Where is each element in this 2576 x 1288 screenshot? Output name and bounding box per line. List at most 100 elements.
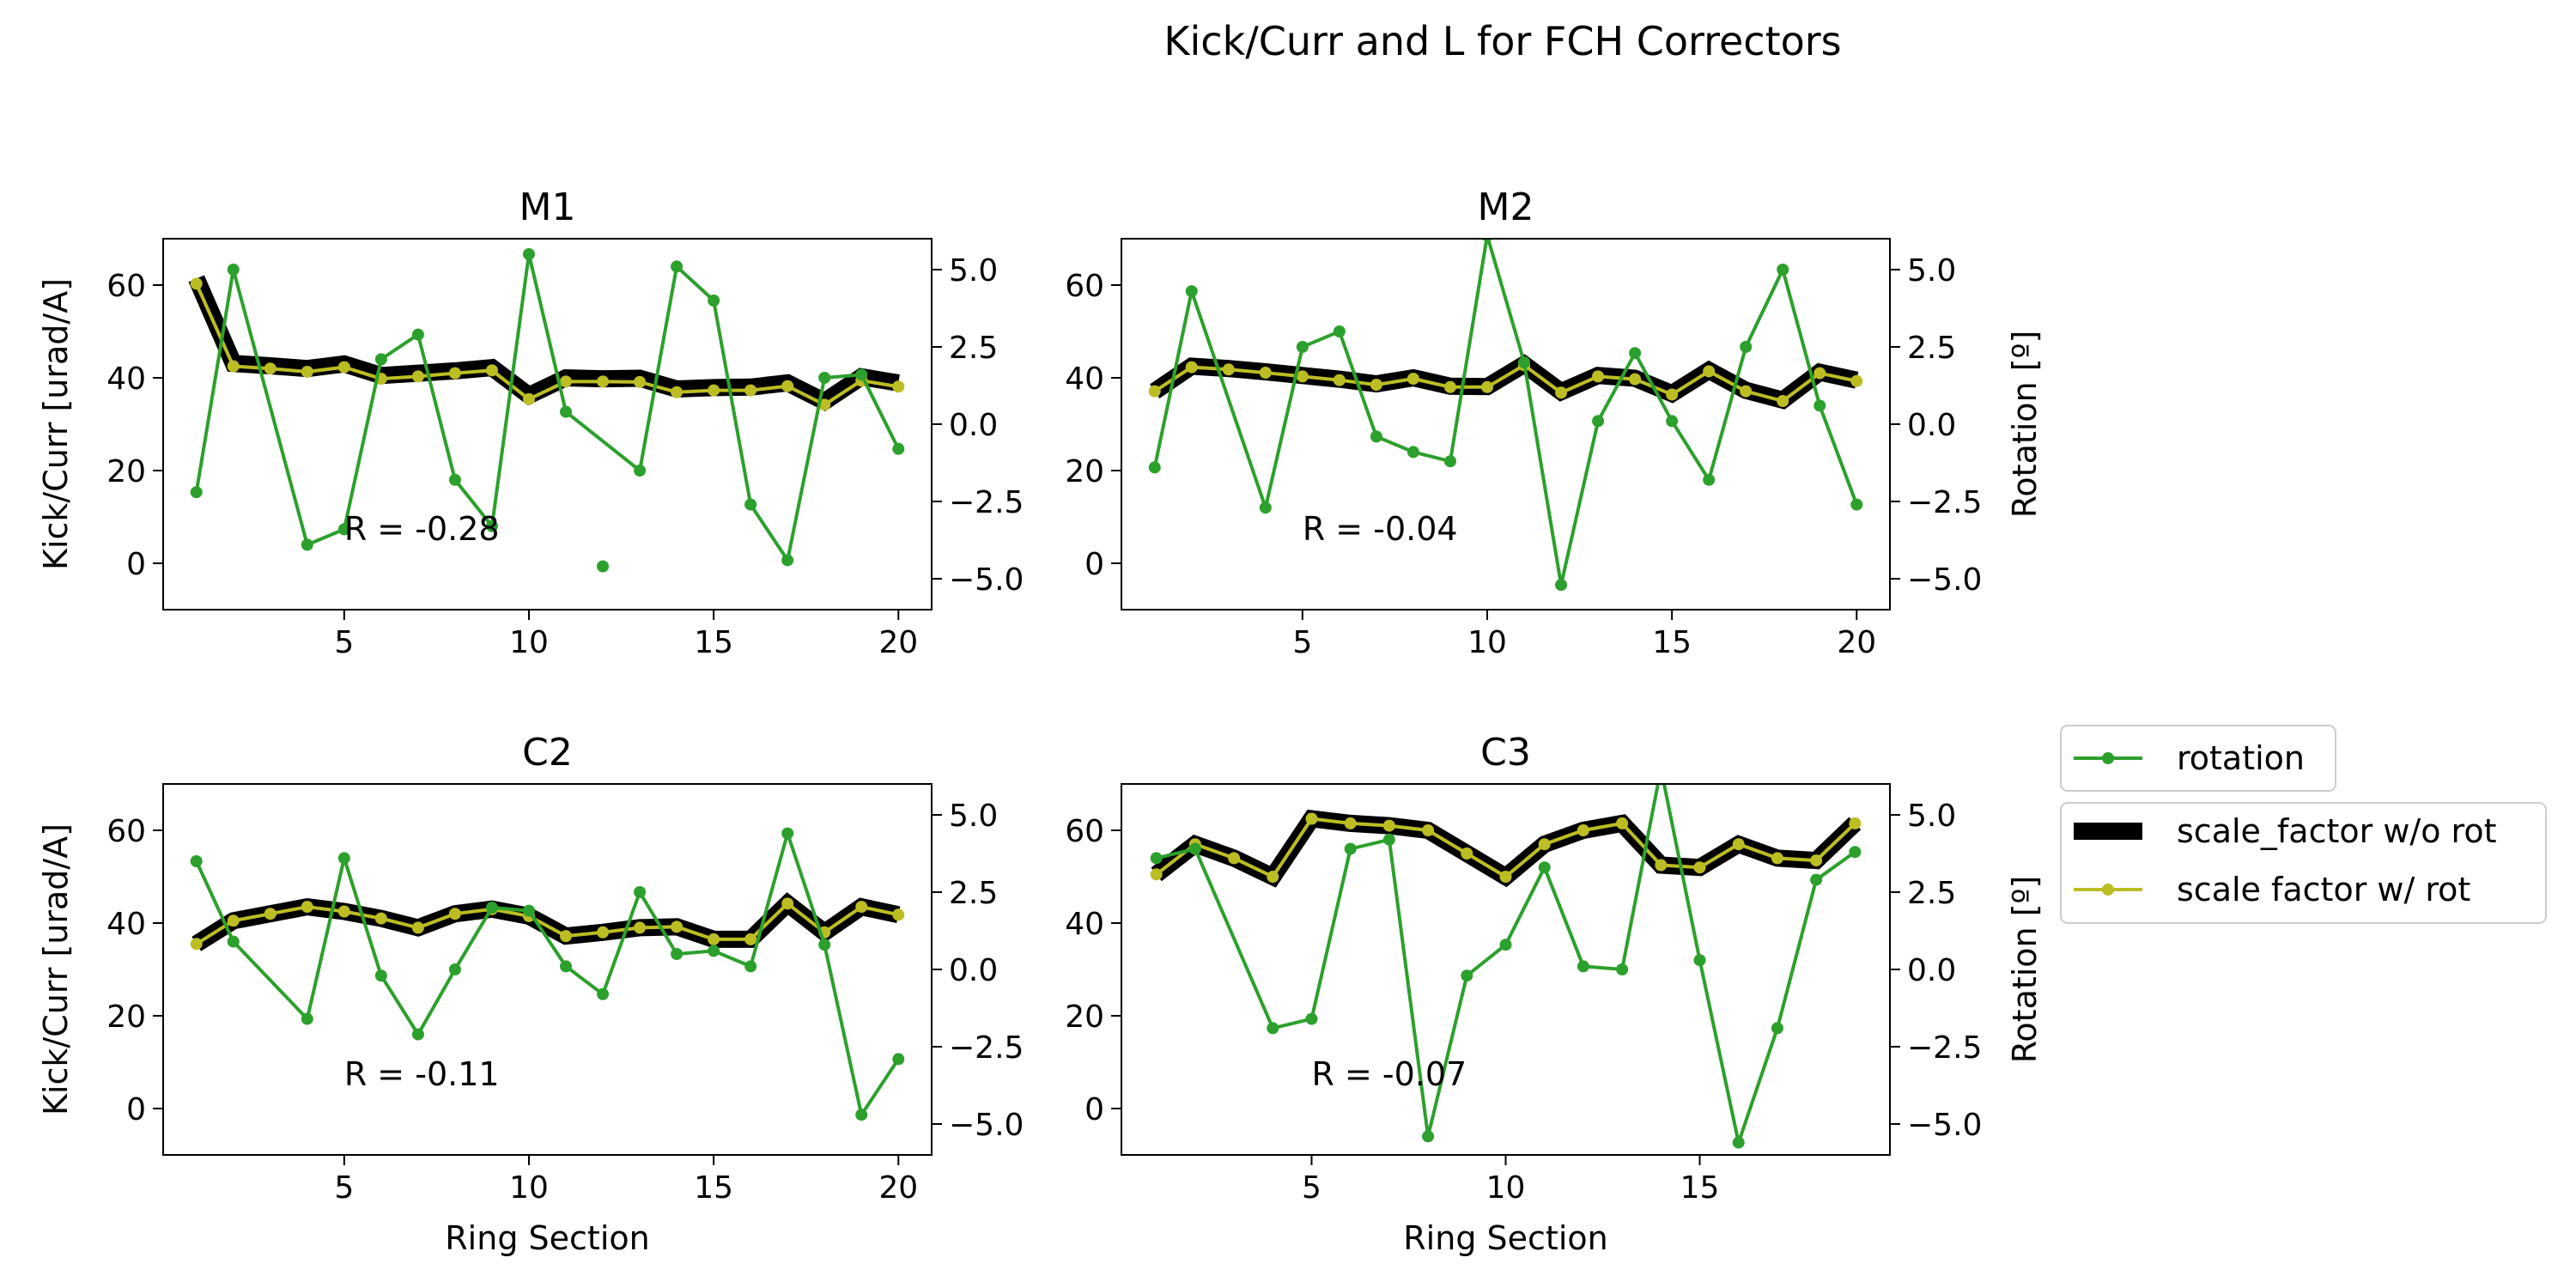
point-scale-w-rot <box>227 360 240 373</box>
point-scale-w-rot <box>1267 871 1279 883</box>
point-scale-w-rot <box>1810 854 1823 867</box>
plot-area <box>188 248 905 573</box>
point-scale-w-rot <box>1333 374 1346 386</box>
series-scale-wo-rot <box>188 275 900 412</box>
series-rotation <box>1156 784 1856 1150</box>
x-tick-label: 5 <box>334 1170 354 1206</box>
point-rotation <box>1150 852 1163 865</box>
y-right-tick-label: −5.0 <box>949 562 1024 598</box>
point-rotation <box>1422 1130 1435 1143</box>
point-rotation <box>1732 1136 1745 1149</box>
point-rotation <box>1777 264 1789 276</box>
legend: rotation scale_factor w/o rot scale fact… <box>2060 725 2547 924</box>
point-scale-w-rot <box>892 380 905 393</box>
point-rotation <box>1577 960 1589 973</box>
axes-title: M1 <box>519 185 576 229</box>
point-scale-w-rot <box>264 362 276 375</box>
point-scale-w-rot <box>1655 859 1668 872</box>
point-scale-w-rot <box>1148 385 1161 398</box>
x-tick-label: 15 <box>694 1170 733 1206</box>
point-scale-w-rot <box>1305 812 1318 825</box>
point-rotation <box>1666 415 1679 428</box>
point-rotation <box>1406 446 1419 459</box>
y-tick-label: 60 <box>1065 814 1104 849</box>
point-rotation <box>485 519 498 532</box>
point-scale-w-rot <box>1538 838 1551 851</box>
correlation-annotation: R = -0.28 <box>344 510 500 548</box>
point-rotation <box>1616 963 1629 975</box>
series-scale-w-rot <box>194 283 899 407</box>
point-rotation <box>448 473 461 486</box>
point-rotation <box>1538 861 1551 874</box>
point-rotation <box>1592 415 1605 428</box>
point-scale-w-rot <box>1666 388 1679 401</box>
x-tick-label: 15 <box>694 625 733 660</box>
point-scale-w-rot <box>190 938 203 951</box>
point-scale-w-rot <box>708 384 720 397</box>
series-rotation <box>194 253 901 565</box>
point-scale-w-rot <box>522 392 535 405</box>
point-rotation <box>411 1028 424 1041</box>
point-scale-w-rot <box>1592 370 1605 383</box>
point-scale-w-rot <box>781 380 794 392</box>
y-tick-label: 60 <box>106 269 146 304</box>
point-scale-w-rot <box>1850 374 1863 387</box>
point-scale-w-rot <box>781 897 794 910</box>
point-rotation <box>1443 455 1456 468</box>
point-rotation <box>855 1109 868 1121</box>
y-right-axis-label: Rotation [º] <box>2006 876 2044 1064</box>
series-scale-w-rot <box>195 901 899 945</box>
point-rotation <box>190 486 203 499</box>
legend-rotation-box: rotation <box>2060 725 2336 792</box>
x-axis-label: Ring Section <box>1403 1219 1607 1257</box>
point-scale-w-rot <box>1443 380 1456 393</box>
y-right-tick-label: 2.5 <box>949 331 998 366</box>
point-scale-w-rot <box>1259 367 1272 380</box>
y-right-tick-label: 0.0 <box>1907 408 1956 443</box>
point-rotation <box>374 969 387 982</box>
legend-rotation-label: rotation <box>2177 739 2305 777</box>
point-scale-w-rot <box>744 933 757 945</box>
point-rotation <box>781 554 794 567</box>
y-right-tick-label: −2.5 <box>1907 1030 1982 1066</box>
x-tick-label: 5 <box>1302 1170 1321 1206</box>
y-tick-label: 40 <box>106 907 146 942</box>
point-scale-w-rot <box>1222 363 1235 376</box>
point-scale-w-rot <box>1461 848 1473 860</box>
x-tick-label: 10 <box>1467 625 1507 660</box>
point-rotation <box>1188 842 1201 855</box>
point-scale-w-rot <box>671 386 683 398</box>
point-scale-w-rot <box>1577 824 1589 836</box>
point-scale-w-rot <box>708 933 720 945</box>
point-scale-w-rot <box>337 905 350 918</box>
y-tick-label: 20 <box>106 454 146 489</box>
point-scale-w-rot <box>1616 817 1629 829</box>
y-right-tick-label: −2.5 <box>949 1030 1024 1066</box>
point-rotation <box>1849 846 1862 859</box>
point-rotation <box>1810 873 1823 886</box>
axes-title: C2 <box>522 731 573 775</box>
y-right-tick-label: 5.0 <box>949 253 998 289</box>
point-rotation <box>301 538 313 551</box>
point-rotation <box>1259 501 1272 514</box>
axes-title: M2 <box>1478 185 1534 229</box>
y-right-tick-label: 2.5 <box>949 876 998 911</box>
y-right-tick-label: 2.5 <box>1907 876 1956 911</box>
correlation-annotation: R = -0.04 <box>1303 510 1458 548</box>
point-scale-w-rot <box>597 926 610 939</box>
point-scale-w-rot <box>634 921 647 934</box>
plot-area <box>1150 784 1862 1150</box>
x-tick-label: 15 <box>1652 625 1692 660</box>
point-rotation <box>227 935 240 948</box>
point-rotation <box>1850 498 1863 511</box>
y-tick-label: 20 <box>1065 454 1104 489</box>
figure-title: Kick/Curr and L for FCH Correctors <box>1163 18 1841 64</box>
point-rotation-extra <box>597 560 610 573</box>
point-rotation <box>892 1053 905 1066</box>
y-right-tick-label: 5.0 <box>949 799 998 834</box>
point-scale-w-rot <box>448 367 461 380</box>
point-rotation <box>708 945 720 957</box>
point-scale-w-rot <box>301 901 313 914</box>
point-scale-w-rot <box>634 375 647 388</box>
